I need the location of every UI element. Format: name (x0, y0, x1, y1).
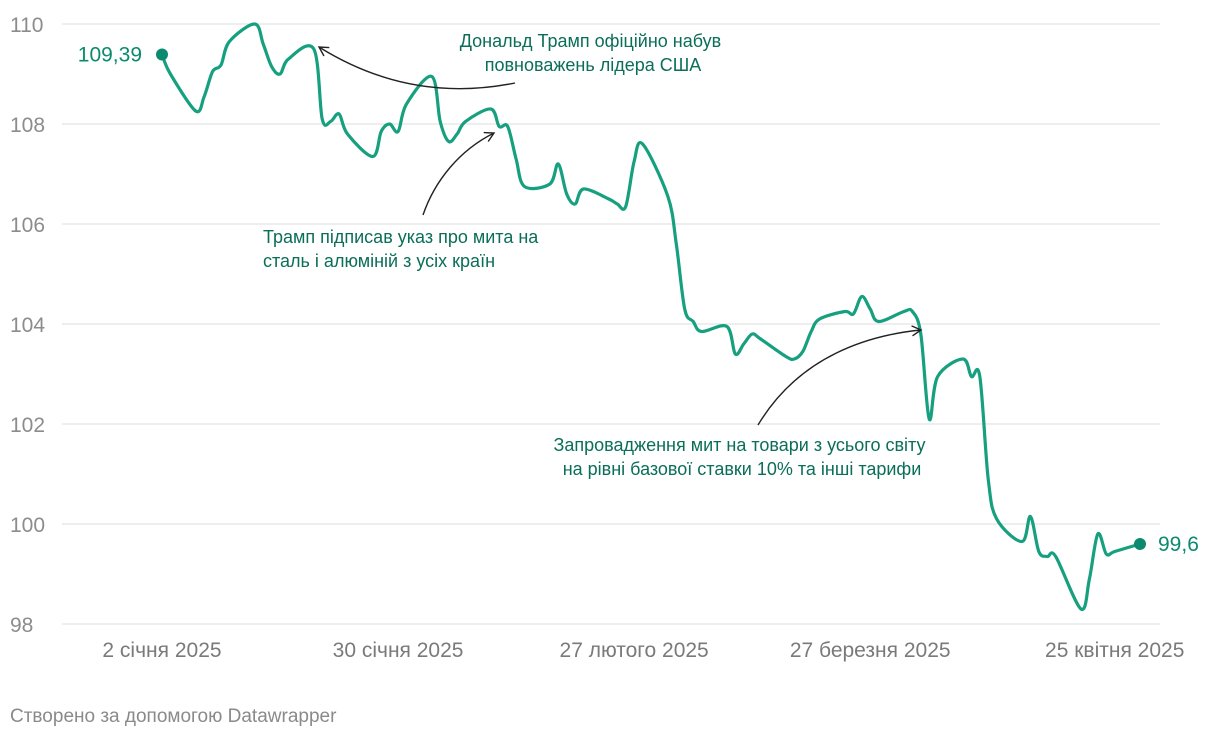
y-tick-label: 100 (10, 514, 45, 537)
series-line-dollar-index (160, 22, 1142, 611)
annotation-inauguration-line2: повноважень лідера США (485, 55, 702, 75)
annotation-arrows (317, 46, 923, 426)
annotation-steel-tariffs: Трамп підписав указ про мита на сталь і … (263, 227, 543, 271)
endpoint-markers: 109,39 99,6 (78, 44, 1199, 557)
y-tick-label: 108 (10, 114, 45, 137)
arrow-inauguration (317, 46, 516, 90)
y-tick-label: 102 (10, 414, 45, 437)
arrow-steel-tariffs (422, 131, 496, 216)
series-lines (160, 22, 1142, 611)
annotation-inauguration: Дональд Трамп офіційно набув повноважень… (460, 31, 726, 75)
x-tick-label: 2 січня 2025 (102, 639, 221, 662)
start-point-marker (156, 48, 168, 61)
x-axis-ticks: 2 січня 2025 30 січня 2025 27 лютого 2025 2… (102, 639, 1184, 662)
y-tick-label: 98 (10, 614, 33, 637)
y-tick-label: 106 (10, 214, 45, 237)
end-value-label: 99,6 (1158, 533, 1199, 556)
start-value-label: 109,39 (78, 44, 142, 67)
x-tick-label: 25 квітня 2025 (1045, 639, 1184, 662)
annotation-global-tariffs-line1: Запровадження мит на товари з усього сві… (554, 435, 926, 455)
end-point-marker (1134, 538, 1146, 550)
x-tick-label: 30 січня 2025 (333, 639, 464, 662)
annotation-inauguration-line1: Дональд Трамп офіційно набув (460, 31, 721, 51)
annotation-steel-tariffs-line2: сталь і алюміній з усіх країн (263, 251, 495, 271)
x-tick-label: 27 лютого 2025 (560, 639, 709, 662)
y-axis-ticks: 98 100 102 104 106 108 110 (10, 14, 45, 637)
line-chart: 98 100 102 104 106 108 110 2 січня 2025 30 січн… (10, 14, 1199, 662)
annotation-global-tariffs: Запровадження мит на товари з усього сві… (554, 435, 931, 479)
annotation-steel-tariffs-line1: Трамп підписав указ про мита на (263, 227, 539, 247)
x-tick-label: 27 березня 2025 (790, 639, 951, 662)
annotation-global-tariffs-line2: на рівні базової ставки 10% та інші тари… (563, 459, 922, 479)
footer-credit: Створено за допомогою Datawrapper (10, 706, 337, 727)
annotations: Дональд Трамп офіційно набув повноважень… (263, 31, 931, 479)
y-tick-label: 110 (10, 14, 43, 37)
gridlines (62, 23, 1160, 625)
arrow-global-tariffs (757, 325, 923, 426)
y-tick-label: 104 (10, 314, 45, 337)
